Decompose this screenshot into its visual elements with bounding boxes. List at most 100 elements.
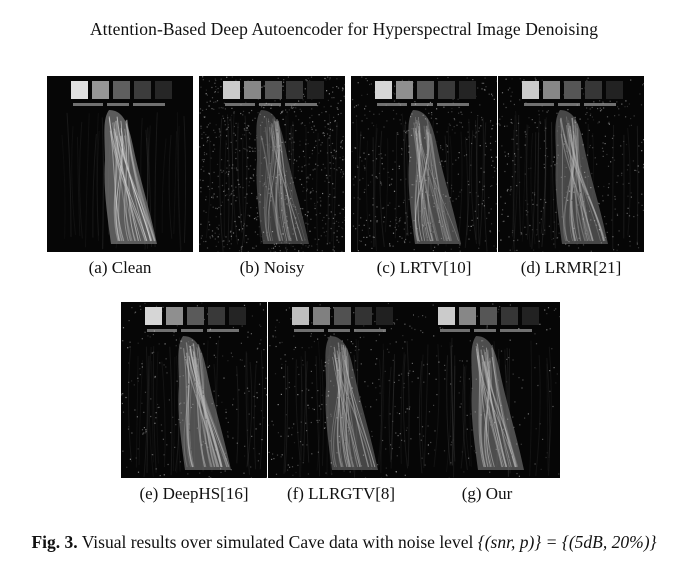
noise-speck: [342, 87, 344, 89]
noise-speck: [323, 370, 325, 372]
noise-speck: [336, 86, 338, 88]
noise-speck: [218, 112, 220, 114]
color-checker-swatch: [417, 81, 434, 99]
noise-speck: [436, 355, 438, 357]
noise-speck: [306, 190, 308, 192]
noise-speck: [273, 250, 275, 252]
noise-speck: [141, 366, 143, 368]
noise-speck: [499, 118, 501, 120]
noise-speck: [544, 155, 546, 157]
noise-speck: [275, 473, 278, 475]
noise-speck: [251, 147, 253, 149]
noise-speck: [307, 77, 309, 80]
noise-speck: [301, 216, 304, 218]
noise-speck: [202, 389, 204, 391]
noise-speck: [266, 394, 267, 396]
noise-speck: [329, 135, 331, 137]
noise-speck: [263, 107, 265, 109]
hair-strand: [569, 127, 579, 242]
noise-speck: [460, 122, 462, 124]
noise-speck: [622, 183, 624, 185]
noise-speck: [553, 367, 555, 369]
noise-speck: [458, 246, 460, 248]
noise-speck: [342, 413, 344, 415]
hair-strand: [333, 351, 343, 468]
noise-speck: [292, 474, 294, 476]
noise-speck: [214, 82, 216, 84]
noise-speck: [426, 238, 428, 240]
noise-speck: [553, 243, 555, 245]
noise-speck: [203, 343, 205, 345]
noise-speck: [217, 175, 219, 177]
noise-speck: [212, 150, 214, 152]
noise-speck: [336, 169, 338, 171]
noise-speck: [250, 207, 252, 209]
noise-speck: [261, 241, 263, 243]
noise-speck: [341, 250, 343, 252]
noise-speck: [607, 122, 610, 124]
noise-speck: [428, 194, 430, 196]
noise-speck: [365, 78, 367, 80]
hair-strand: [273, 120, 291, 242]
noise-speck: [341, 417, 343, 419]
noise-speck: [233, 125, 235, 128]
noise-speck: [254, 231, 256, 233]
noise-speck: [388, 176, 390, 178]
noise-speck: [510, 95, 512, 97]
noise-speck: [400, 179, 402, 181]
noise-speck: [121, 402, 123, 405]
noise-speck: [312, 408, 314, 410]
noise-speck: [333, 149, 335, 151]
noise-speck: [143, 411, 145, 413]
noise-speck: [444, 364, 446, 366]
noise-speck: [404, 222, 406, 224]
noise-speck: [546, 111, 548, 113]
noise-speck: [441, 225, 443, 227]
noise-speck: [336, 107, 338, 109]
noise-speck: [250, 466, 252, 468]
noise-speck: [288, 386, 290, 388]
noise-speck: [283, 81, 285, 83]
swatch-label-mark: [437, 103, 469, 106]
noise-speck: [134, 311, 137, 313]
noise-speck: [260, 339, 262, 341]
noise-speck: [265, 186, 267, 188]
noise-speck: [629, 245, 631, 247]
noise-speck: [215, 207, 217, 209]
noise-speck: [378, 153, 380, 155]
noise-speck: [313, 408, 315, 411]
noise-speck: [264, 182, 266, 184]
noise-speck: [322, 132, 324, 134]
background-strand: [246, 361, 253, 468]
noise-speck: [625, 100, 627, 102]
noise-speck: [271, 113, 273, 116]
noise-speck: [308, 320, 310, 322]
noise-speck: [211, 234, 213, 237]
background-strand: [168, 135, 173, 239]
noise-speck: [475, 192, 477, 194]
noise-speck: [493, 245, 495, 247]
hair-strand: [565, 125, 586, 242]
noise-speck: [491, 95, 494, 97]
noise-speck: [626, 105, 628, 108]
noise-speck: [638, 171, 640, 173]
noise-speck: [247, 214, 249, 216]
noise-speck: [370, 349, 372, 351]
noise-speck: [224, 120, 226, 122]
noise-speck: [280, 197, 282, 199]
noise-speck: [303, 186, 305, 189]
noise-speck: [182, 375, 184, 377]
hair-strand: [338, 359, 354, 468]
panel-caption-llrgtv: (f) LLRGTV[8]: [286, 484, 396, 503]
noise-speck: [552, 405, 554, 408]
noise-speck: [569, 190, 571, 192]
noise-speck: [387, 171, 389, 173]
noise-speck: [233, 111, 235, 113]
noise-speck: [401, 153, 403, 155]
swatch-label-mark: [474, 329, 496, 332]
noise-speck: [278, 245, 280, 247]
noise-speck: [425, 227, 427, 229]
noise-speck: [369, 83, 371, 86]
noise-speck: [625, 100, 627, 102]
noise-speck: [280, 435, 282, 437]
